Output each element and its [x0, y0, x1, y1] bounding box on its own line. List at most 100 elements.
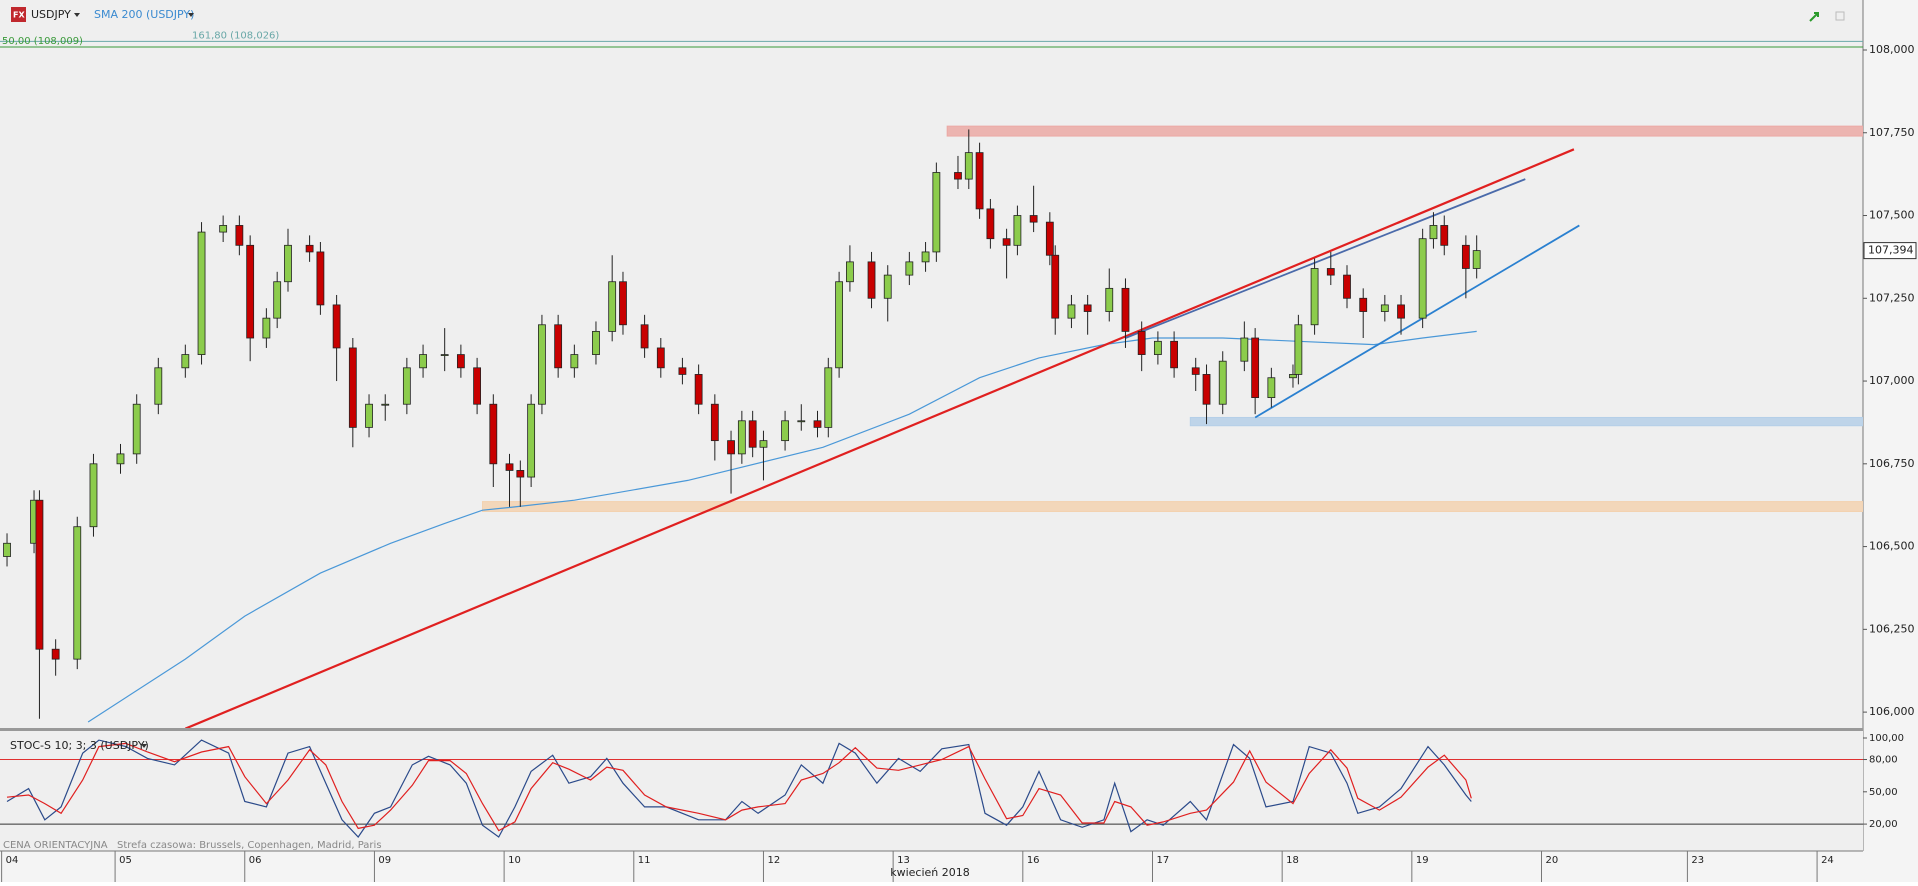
zone	[481, 501, 1863, 512]
window-icon[interactable]	[1835, 11, 1845, 21]
candle-body	[154, 367, 163, 405]
x-tick-label: 04	[6, 855, 19, 866]
x-tick-label: 10	[508, 855, 521, 866]
candle-body	[813, 420, 822, 428]
candle-body	[932, 172, 941, 253]
candle-body	[262, 317, 271, 339]
candle-body	[516, 470, 525, 478]
fib-label: 161,80 (108,026)	[192, 30, 279, 41]
candle-body	[51, 648, 60, 660]
candle-body	[132, 403, 141, 455]
candle-body	[1397, 304, 1405, 319]
candle-body	[456, 354, 465, 369]
y-tick-label: 106,000	[1869, 705, 1915, 718]
candle-body	[619, 281, 627, 326]
x-tick-label: 12	[767, 855, 780, 866]
zone	[946, 125, 1863, 137]
y-tick-label: 100,00	[1869, 733, 1904, 744]
candle-body	[1343, 274, 1351, 299]
candle-body	[640, 324, 649, 349]
dropdown-arrow[interactable]	[188, 13, 194, 17]
fx-icon-text: FX	[13, 11, 25, 20]
y-tick-label: 107,500	[1869, 209, 1915, 222]
candle-body	[440, 354, 449, 356]
candle-body	[1326, 268, 1335, 276]
candle-body	[1251, 337, 1260, 399]
sma-legend[interactable]: SMA 200 (USDJPY)	[94, 8, 194, 21]
candle-body	[1267, 377, 1276, 399]
candle-body	[235, 225, 244, 246]
toolbar-icon[interactable]	[1809, 12, 1819, 22]
candle-body	[181, 354, 190, 369]
candle-body	[921, 251, 930, 263]
candle-body	[381, 403, 390, 406]
candle-body	[1202, 374, 1211, 405]
y-tick-label: 50,00	[1869, 787, 1898, 798]
y-tick-label: 80,00	[1869, 755, 1898, 766]
candle-body	[35, 499, 44, 650]
candle-body	[975, 152, 984, 210]
candle-body	[835, 281, 844, 369]
candle-body	[1191, 367, 1200, 375]
candle-body	[473, 367, 481, 405]
candle-body	[1294, 324, 1303, 375]
x-axis-title: kwiecień 2018	[890, 866, 970, 879]
candle-body	[489, 403, 498, 465]
candle-body	[73, 526, 82, 660]
dropdown-arrow[interactable]	[74, 13, 80, 17]
stoch-title[interactable]: STOC-S 10; 3; 3 (USDJPY)	[10, 739, 149, 752]
y-tick-label: 107,250	[1869, 291, 1915, 304]
candle-body	[305, 244, 314, 253]
candle-body	[1380, 304, 1389, 312]
y-tick-label: 107,000	[1869, 374, 1915, 387]
trendline	[1254, 224, 1580, 419]
y-tick-label: 106,750	[1869, 457, 1915, 470]
x-tick-label: 19	[1416, 855, 1429, 866]
candle-body	[219, 225, 228, 233]
candle-body	[1289, 374, 1297, 379]
candle-body	[116, 453, 125, 465]
x-tick-label: 16	[1027, 855, 1040, 866]
candle-body	[197, 231, 206, 355]
candle-body	[348, 347, 357, 428]
candle-body	[1218, 360, 1227, 405]
x-tick-label: 20	[1546, 855, 1559, 866]
candle-body	[419, 354, 427, 369]
candle-body	[246, 244, 255, 339]
candle-body	[538, 324, 546, 405]
candle-body	[1051, 254, 1060, 319]
candle-body	[846, 261, 854, 283]
candle-body	[608, 281, 617, 332]
trendline	[184, 148, 1575, 728]
candle-body	[284, 244, 292, 283]
candle-body	[1153, 340, 1162, 355]
trendline	[1125, 178, 1526, 339]
candle-body	[402, 367, 411, 405]
time-axis-bg	[0, 851, 1918, 882]
candle-body	[954, 172, 962, 180]
candle-body	[1429, 225, 1438, 240]
price-axis-bg	[1863, 0, 1918, 882]
candle-body	[824, 367, 833, 428]
candle-body	[781, 420, 789, 442]
candle-body	[1002, 238, 1011, 246]
candle-body	[964, 152, 973, 180]
panel-separator	[0, 728, 1863, 731]
dropdown-arrow[interactable]	[141, 744, 147, 748]
candle-body	[1029, 215, 1038, 223]
x-tick-label: 11	[638, 855, 651, 866]
x-tick-label: 18	[1286, 855, 1299, 866]
candle-body	[1472, 250, 1481, 269]
candle-body	[883, 274, 892, 299]
candle-body	[1170, 340, 1179, 369]
candle-body	[710, 403, 719, 442]
sma-line	[87, 330, 1477, 723]
instrument-title[interactable]: USDJPY	[31, 8, 71, 21]
candle-body	[1310, 268, 1319, 326]
price-note: CENA ORIENTACYJNA	[3, 840, 108, 851]
x-tick-label: 23	[1691, 855, 1704, 866]
candle-body	[694, 374, 703, 405]
candle-body	[867, 261, 876, 299]
last-price-label: 107,394	[1868, 244, 1914, 257]
